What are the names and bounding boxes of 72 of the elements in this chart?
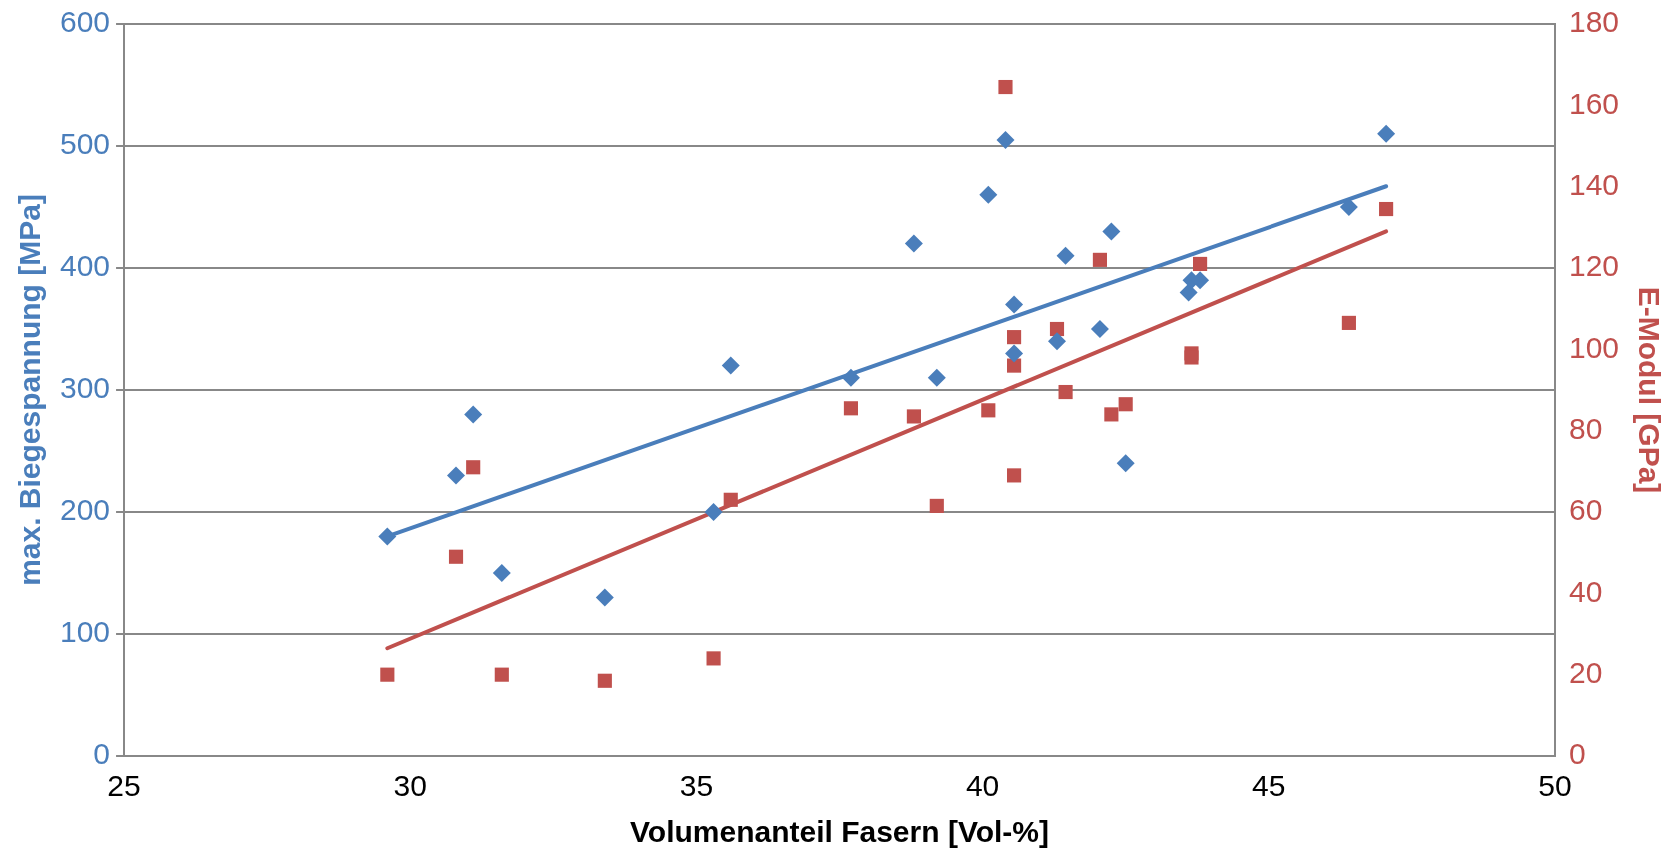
point <box>1090 320 1109 338</box>
y2-tick-label: 0 <box>1568 737 1586 771</box>
x-tick-label: 40 <box>965 769 1000 803</box>
point <box>1007 358 1022 373</box>
point <box>979 185 998 204</box>
x-tick-label: 45 <box>1252 769 1286 803</box>
x-tick-label: 25 <box>107 769 141 803</box>
y2-axis-title: E-Modul [GPa] <box>1632 286 1666 494</box>
x-axis-title: Volumenanteil Fasern [Vol-%] <box>630 815 1049 849</box>
y-tick-label: 600 <box>59 5 111 39</box>
point <box>1116 454 1135 473</box>
point <box>1102 222 1121 241</box>
x-tick-label: 50 <box>1538 769 1572 803</box>
point <box>843 401 859 416</box>
y2-tick-label: 40 <box>1568 574 1603 608</box>
point <box>466 460 481 475</box>
y-tick-label: 500 <box>59 127 111 161</box>
y-tick-label: 300 <box>59 371 111 405</box>
point <box>906 409 921 424</box>
point <box>597 673 612 688</box>
point <box>704 503 723 521</box>
point <box>1179 283 1198 302</box>
point <box>721 356 740 375</box>
point <box>464 405 483 424</box>
y2-tick-label: 140 <box>1568 167 1620 201</box>
point <box>1007 330 1022 345</box>
point <box>927 368 946 387</box>
point <box>448 549 464 564</box>
point <box>1118 397 1133 412</box>
point <box>1005 344 1024 363</box>
point <box>1184 350 1199 365</box>
point <box>1379 201 1394 217</box>
point <box>723 492 738 507</box>
point <box>1092 252 1107 267</box>
x-tick-label: 30 <box>393 769 427 803</box>
point <box>1048 332 1066 351</box>
y-tick-label: 400 <box>59 249 111 283</box>
point <box>1341 315 1356 330</box>
point <box>1005 295 1024 314</box>
x-tick-label: 35 <box>679 769 714 803</box>
point <box>380 667 395 682</box>
point <box>447 466 466 485</box>
point <box>595 588 614 607</box>
point <box>998 79 1013 95</box>
y-tick-label: 0 <box>93 737 111 771</box>
y-axis-title: max. Biegespannung [MPa] <box>13 194 47 586</box>
point <box>378 527 397 546</box>
point <box>1049 321 1065 337</box>
point <box>492 564 511 582</box>
point <box>1104 407 1119 422</box>
point <box>1056 246 1075 265</box>
point <box>981 403 996 418</box>
point <box>1339 198 1358 216</box>
y2-tick-label: 60 <box>1568 493 1603 527</box>
point <box>1193 256 1208 271</box>
y2-tick-label: 20 <box>1568 655 1603 689</box>
point <box>1007 468 1022 483</box>
y2-tick-label: 180 <box>1568 5 1620 39</box>
y-tick-label: 100 <box>59 615 111 649</box>
y2-tick-label: 160 <box>1568 86 1620 120</box>
point <box>1058 384 1073 400</box>
point <box>929 498 944 513</box>
point <box>996 130 1015 149</box>
point <box>904 234 923 253</box>
point <box>841 368 860 387</box>
y2-tick-label: 120 <box>1568 249 1620 283</box>
y2-tick-label: 80 <box>1568 411 1603 445</box>
point <box>494 667 509 682</box>
y-tick-label: 200 <box>59 493 111 527</box>
point <box>706 651 721 666</box>
point <box>1377 124 1396 143</box>
y2-tick-label: 100 <box>1568 330 1620 364</box>
